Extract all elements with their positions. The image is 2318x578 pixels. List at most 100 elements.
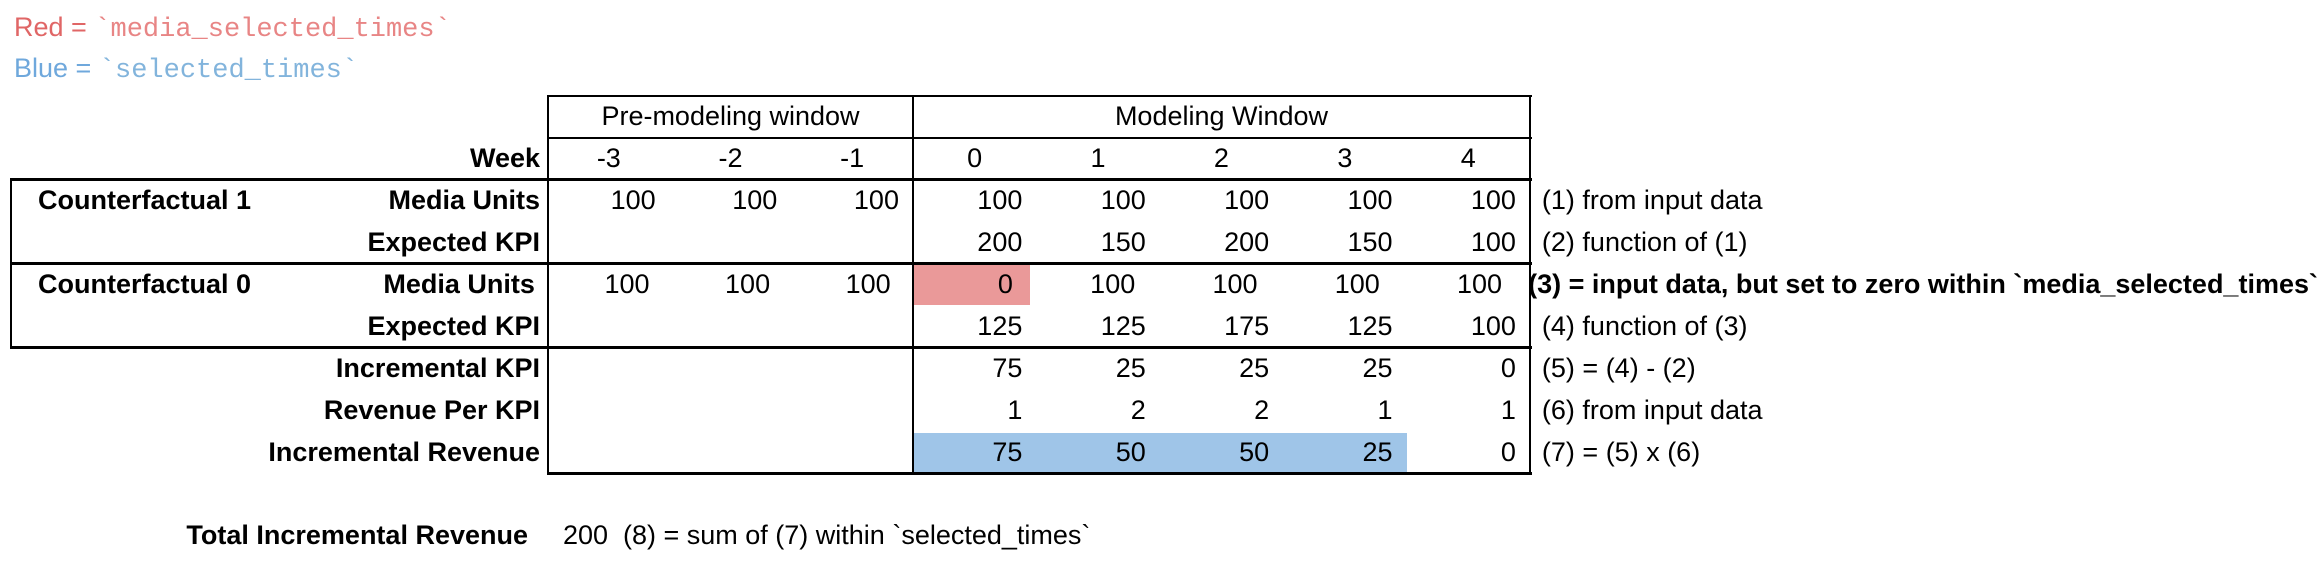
row-label: Incremental KPI xyxy=(335,352,540,383)
cell: 100 xyxy=(1334,268,1380,299)
group-label-counterfactual-0: Counterfactual 0 xyxy=(38,268,252,299)
total-row: Total Incremental Revenue 200 (8) = sum … xyxy=(10,515,2318,555)
legend-blue-label: Blue = xyxy=(14,53,92,83)
cell: 100 xyxy=(610,184,656,215)
cell: 1 xyxy=(1007,394,1023,425)
cell: 150 xyxy=(1347,226,1393,257)
table-border-right xyxy=(1529,95,1531,475)
row-label: Incremental Revenue xyxy=(268,436,540,467)
week-tick: 0 xyxy=(967,142,983,173)
row-annotation: (4) function of (3) xyxy=(1541,310,1748,341)
cell: 2 xyxy=(1130,394,1146,425)
cell: 100 xyxy=(1457,268,1503,299)
group-border-top-counterfactual-1 xyxy=(10,178,1532,181)
pre-modeling-window-header: Pre-modeling window xyxy=(601,100,860,131)
cell: 100 xyxy=(1224,184,1270,215)
week-tick: 2 xyxy=(1213,142,1229,173)
cell-zeroed-media: 0 xyxy=(997,268,1013,299)
cell-selected-times: 50 xyxy=(1115,436,1146,467)
table-row-cf0-expected-kpi: Expected KPI 125 125 175 125 100 (4) fun… xyxy=(10,305,2318,347)
total-annotation: (8) = sum of (7) within `selected_times` xyxy=(623,519,1091,550)
cell: 100 xyxy=(1090,268,1136,299)
row-annotation: (5) = (4) - (2) xyxy=(1541,352,1696,383)
legend-red-code: `media_selected_times` xyxy=(94,15,451,45)
total-value: 200 xyxy=(562,519,609,550)
cell: 25 xyxy=(1239,352,1270,383)
legend-red-line: Red = `media_selected_times` xyxy=(14,8,451,49)
highlight-selected-times-band xyxy=(914,433,1407,472)
cell: 150 xyxy=(1100,226,1146,257)
week-label: Week xyxy=(469,142,540,173)
cell: 1 xyxy=(1377,394,1393,425)
cell: 1 xyxy=(1500,394,1516,425)
cell: 100 xyxy=(1100,184,1146,215)
cell: 75 xyxy=(992,352,1023,383)
modeling-window-header: Modeling Window xyxy=(1114,100,1329,131)
highlight-media-selected-cell xyxy=(914,265,1030,305)
cell: 100 xyxy=(1470,184,1516,215)
cell: 100 xyxy=(732,184,778,215)
cell: 125 xyxy=(1100,310,1146,341)
cell: 100 xyxy=(604,268,650,299)
row-annotation: (1) from input data xyxy=(1541,184,1763,215)
table-border-top xyxy=(547,95,1532,97)
total-label: Total Incremental Revenue xyxy=(186,519,528,550)
cell: 25 xyxy=(1115,352,1146,383)
cell: 125 xyxy=(1347,310,1393,341)
cell: 100 xyxy=(1470,310,1516,341)
row-annotation: (2) function of (1) xyxy=(1541,226,1748,257)
table-border-bottom xyxy=(547,472,1532,475)
cell-selected-times: 75 xyxy=(992,436,1023,467)
cell: 125 xyxy=(977,310,1023,341)
row-label: Media Units xyxy=(388,184,540,215)
row-annotation: (6) from input data xyxy=(1541,394,1763,425)
cell: 2 xyxy=(1254,394,1270,425)
group-label-counterfactual-1: Counterfactual 1 xyxy=(38,184,252,215)
week-tick: 4 xyxy=(1460,142,1476,173)
row-label: Media Units xyxy=(383,268,535,299)
row-annotation-bold: (3) = input data, but set to zero within… xyxy=(1528,268,2318,299)
cell: 100 xyxy=(725,268,771,299)
table-row-revenue-per-kpi: Revenue Per KPI 1 2 2 1 1 (6) from input… xyxy=(10,389,2318,431)
table-border-left xyxy=(547,95,549,475)
group-border-between-counterfactuals xyxy=(10,262,1532,265)
cell: 100 xyxy=(845,268,891,299)
legend-blue-line: Blue = `selected_times` xyxy=(14,49,451,90)
label-box-border-left xyxy=(10,178,12,349)
row-label: Revenue Per KPI xyxy=(323,394,540,425)
table-row-cf1-expected-kpi: Expected KPI 200 150 200 150 100 (2) fun… xyxy=(10,221,2318,263)
row-annotation: (7) = (5) x (6) xyxy=(1541,436,1701,467)
cell: 200 xyxy=(977,226,1023,257)
week-tick: -2 xyxy=(718,142,743,173)
legend-blue-code: `selected_times` xyxy=(98,56,359,86)
group-border-bottom-counterfactual-0 xyxy=(10,346,1532,349)
cell: 200 xyxy=(1224,226,1270,257)
legend: Red = `media_selected_times` Blue = `sel… xyxy=(14,8,451,90)
table-row-incremental-kpi: Incremental KPI 75 25 25 25 0 (5) = (4) … xyxy=(10,347,2318,389)
week-row: Week -3 -2 -1 0 1 2 3 4 xyxy=(10,137,2318,179)
cell: 25 xyxy=(1362,352,1393,383)
row-label: Expected KPI xyxy=(367,310,540,341)
table-row-cf1-media-units: Counterfactual 1 Media Units 100 100 100… xyxy=(10,179,2318,221)
table-row-cf0-media-units: Counterfactual 0 Media Units 100 100 100… xyxy=(10,263,2318,305)
week-tick: 3 xyxy=(1337,142,1353,173)
cell: 0 xyxy=(1500,436,1516,467)
cell: 100 xyxy=(977,184,1023,215)
cell: 175 xyxy=(1224,310,1270,341)
cell: 100 xyxy=(1347,184,1393,215)
cell-selected-times: 25 xyxy=(1362,436,1393,467)
row-label: Expected KPI xyxy=(367,226,540,257)
table-row-incremental-revenue: Incremental Revenue 75 50 50 25 0 (7) = … xyxy=(10,431,2318,473)
window-header-row: Pre-modeling window Modeling Window xyxy=(10,95,2318,137)
cell: 0 xyxy=(1500,352,1516,383)
week-tick: 1 xyxy=(1090,142,1106,173)
cell: 100 xyxy=(1470,226,1516,257)
week-tick: -3 xyxy=(596,142,621,173)
week-tick: -1 xyxy=(840,142,865,173)
cell: 100 xyxy=(1212,268,1258,299)
cell: 100 xyxy=(853,184,899,215)
table-divider-windows xyxy=(912,95,914,475)
cell-selected-times: 50 xyxy=(1239,436,1270,467)
legend-red-label: Red = xyxy=(14,12,87,42)
table-border-under-window-headers xyxy=(547,137,1532,139)
